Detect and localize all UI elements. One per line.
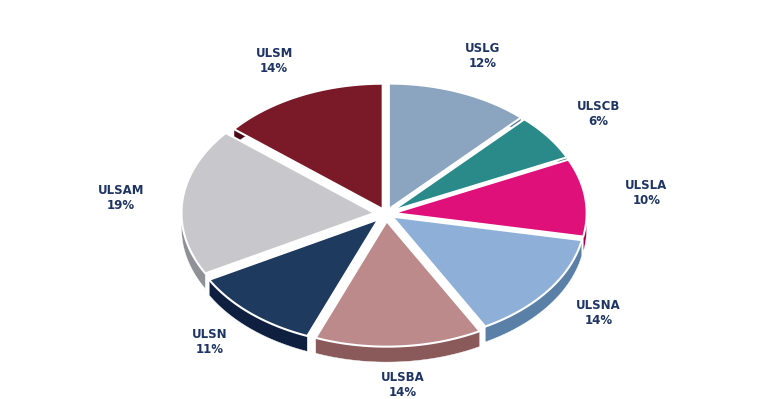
Polygon shape: [392, 119, 567, 211]
Text: ULSNA
14%: ULSNA 14%: [576, 299, 621, 327]
Polygon shape: [389, 83, 521, 209]
Polygon shape: [316, 221, 479, 347]
Polygon shape: [316, 331, 479, 362]
Polygon shape: [392, 217, 582, 326]
Text: ULSM
14%: ULSM 14%: [256, 47, 293, 75]
Polygon shape: [181, 133, 225, 289]
Polygon shape: [234, 84, 383, 144]
Text: ULSN
11%: ULSN 11%: [192, 328, 228, 356]
Polygon shape: [181, 133, 374, 273]
Polygon shape: [568, 160, 587, 252]
Polygon shape: [209, 280, 307, 352]
Text: ULSLA
10%: ULSLA 10%: [625, 178, 668, 207]
Text: ULSAM
19%: ULSAM 19%: [97, 184, 144, 211]
Polygon shape: [394, 160, 587, 237]
Text: ULSBA
14%: ULSBA 14%: [381, 371, 425, 399]
Polygon shape: [234, 84, 383, 209]
Polygon shape: [389, 83, 521, 133]
Text: USLG
12%: USLG 12%: [465, 43, 500, 71]
Polygon shape: [524, 119, 567, 173]
Text: ULSCB
6%: ULSCB 6%: [577, 100, 620, 128]
Polygon shape: [486, 240, 582, 342]
Polygon shape: [209, 219, 378, 336]
